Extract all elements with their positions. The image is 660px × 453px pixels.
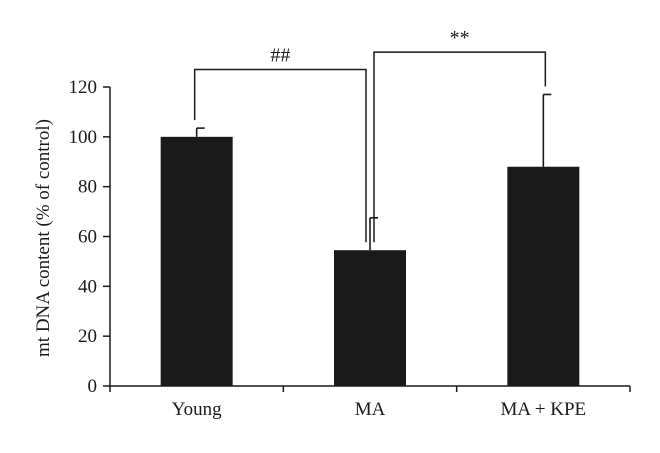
y-axis: 0 20 40 60 80 100 120 xyxy=(69,77,111,397)
y-tick-label: 120 xyxy=(69,77,98,98)
bar xyxy=(334,250,406,386)
y-tick-label: 0 xyxy=(88,376,98,397)
y-tick-label: 60 xyxy=(78,227,97,248)
x-category-label: Young xyxy=(172,399,222,420)
x-axis: Young MA MA + KPE xyxy=(109,385,631,420)
y-axis-label: mt DNA content (% of control) xyxy=(33,119,54,357)
y-tick-label: 100 xyxy=(69,127,98,148)
y-tick-label: 40 xyxy=(78,276,97,297)
significance-bracket xyxy=(373,51,547,243)
y-tick-label: 80 xyxy=(78,177,97,198)
y-tick-label: 20 xyxy=(78,326,97,347)
significance-brackets: ## ** xyxy=(193,27,547,243)
x-category-label: MA + KPE xyxy=(500,399,586,420)
significance-bracket xyxy=(193,68,367,243)
bars xyxy=(160,136,580,386)
x-category-label: MA xyxy=(355,399,386,420)
significance-label: ## xyxy=(270,45,290,67)
bar xyxy=(160,136,233,386)
significance-label: ** xyxy=(450,27,470,49)
bar xyxy=(507,166,580,386)
